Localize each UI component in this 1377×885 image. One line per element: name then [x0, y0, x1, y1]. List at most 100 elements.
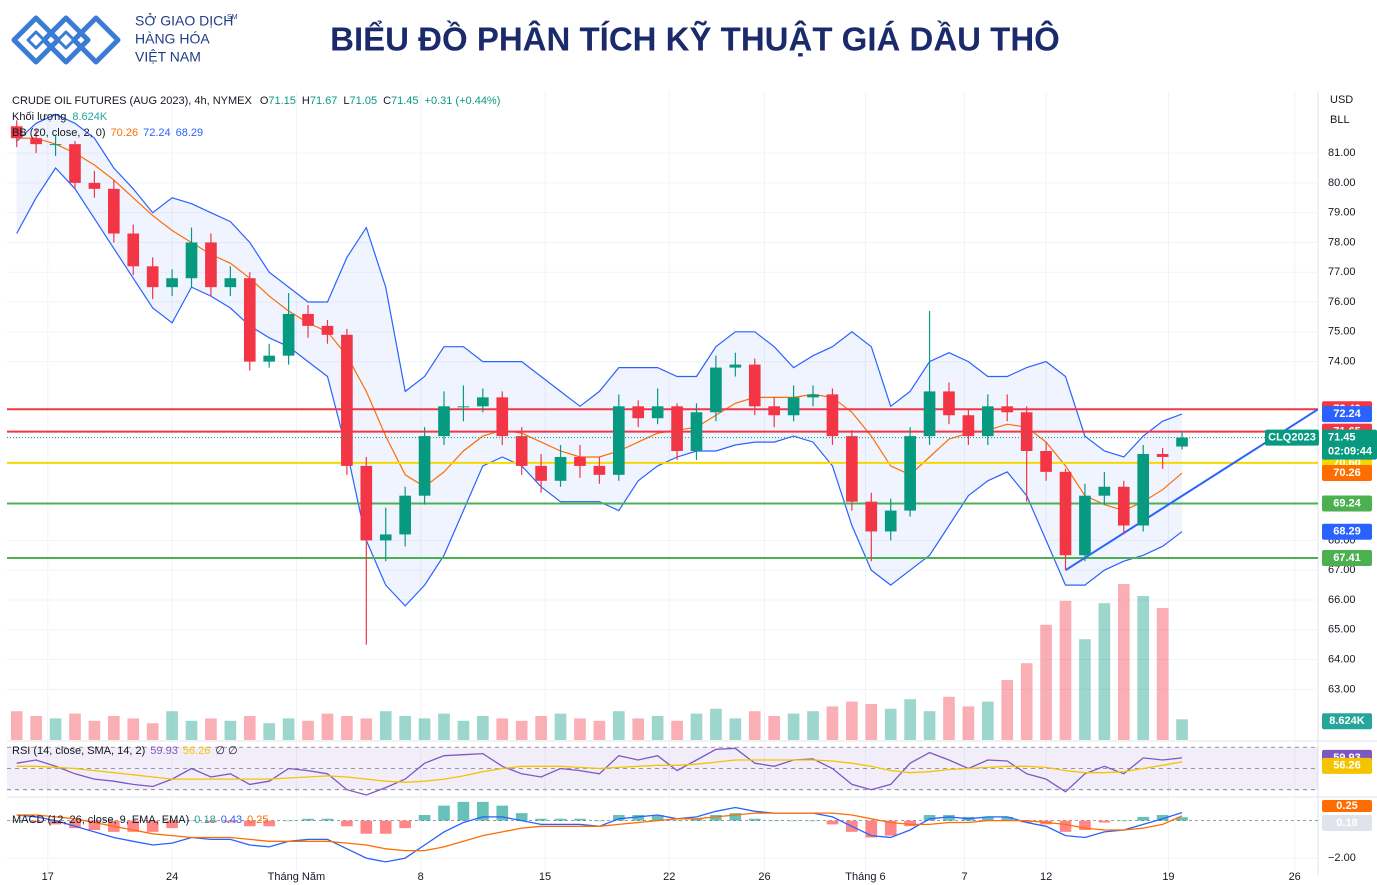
volume-bar: [224, 720, 237, 740]
macd-histogram-bar: [1156, 815, 1169, 821]
volume-bar: [107, 716, 120, 740]
candle-body: [943, 391, 955, 416]
legend-item: BB (20, close, 2, 0): [12, 127, 106, 139]
candle-body: [477, 397, 489, 407]
macd-histogram-bar: [943, 815, 955, 821]
logo-mark: SM: [227, 14, 238, 21]
volume-bar: [1117, 584, 1130, 740]
legend-item: 70.26: [111, 127, 139, 139]
macd-histogram-bar: [1079, 820, 1091, 830]
candle-body: [438, 406, 450, 437]
candle-body: [1001, 406, 1014, 413]
macd-badge: 0.25: [1336, 800, 1357, 812]
rsi-badge: 56.26: [1333, 760, 1361, 772]
volume-bar: [593, 720, 606, 740]
y-tick-label: 64.00: [1328, 653, 1356, 665]
level-badge: 67.41: [1333, 552, 1361, 564]
legend-item: Khối lượng: [12, 111, 66, 123]
candle-body: [282, 313, 295, 356]
candle-body: [418, 436, 431, 496]
macd-histogram-bar: [243, 820, 256, 827]
legend-item: +0.31 (+0.44%): [425, 95, 501, 107]
candle-body: [923, 391, 936, 437]
volume-bar: [923, 711, 936, 740]
macd-histogram-bar: [554, 818, 567, 821]
candle-body: [1079, 495, 1091, 556]
candle-body: [1176, 437, 1188, 447]
candle-body: [1156, 453, 1169, 457]
volume-bar: [612, 711, 625, 740]
candle-body: [302, 313, 314, 326]
macd-histogram-bar: [399, 820, 411, 829]
candle-body: [399, 495, 411, 535]
macd-histogram-bar: [224, 820, 237, 823]
logo-shape: [26, 30, 76, 50]
logo-text: HÀNG HÓA: [135, 31, 210, 47]
candle-body: [807, 394, 819, 398]
macd-histogram-bar: [1001, 816, 1014, 821]
volume-bar: [690, 713, 703, 740]
volume-bar: [127, 718, 140, 740]
logo-shape: [71, 15, 121, 65]
volume-bar: [30, 716, 42, 740]
volume-bar: [807, 711, 819, 740]
macd-histogram-bar: [438, 805, 450, 821]
y-tick-label: 79.00: [1328, 207, 1356, 219]
candle-body: [535, 465, 547, 481]
x-tick-label: 12: [1040, 871, 1052, 883]
volume-bar: [146, 723, 159, 740]
x-tick-label: 19: [1162, 871, 1174, 883]
legend-item: 56.26: [183, 745, 211, 757]
volume-bar: [1176, 719, 1188, 740]
macd-histogram-bar: [593, 820, 606, 822]
macd-histogram-bar: [1117, 820, 1130, 822]
candle-body: [768, 406, 781, 416]
bb-basis-badge-bg: [1322, 465, 1372, 482]
volume-bar: [535, 716, 547, 740]
macd-histogram-bar: [1098, 820, 1111, 823]
candle-body: [88, 182, 101, 189]
legend-item: ∅ ∅: [215, 745, 237, 757]
y-tick-label: 76.00: [1328, 296, 1356, 308]
volume-bar: [243, 716, 256, 740]
x-tick-label: 22: [663, 871, 675, 883]
legend-item: C: [383, 95, 391, 107]
volume-bar: [1020, 663, 1033, 740]
macd-histogram-bar: [10, 820, 23, 822]
y-tick-label: 80.00: [1328, 177, 1356, 189]
candle-body: [69, 144, 81, 183]
legend-item: 72.24: [143, 127, 171, 139]
candle-body: [748, 364, 761, 407]
countdown: 02:09:44: [1328, 446, 1373, 458]
y-tick-label: 66.00: [1328, 594, 1356, 606]
y-tick-label: 65.00: [1328, 624, 1356, 636]
candle-body: [30, 138, 42, 145]
macd-histogram-bar: [360, 820, 373, 834]
candle-body: [574, 456, 586, 466]
bb-upper-badge: 72.24: [1333, 408, 1361, 420]
y-tick-label: 63.00: [1328, 683, 1356, 695]
volume-bar: [496, 718, 509, 740]
macd-histogram-bar: [690, 818, 703, 821]
x-tick-label: 24: [166, 871, 178, 883]
volume-bar: [166, 711, 178, 740]
candle-body: [865, 501, 878, 532]
legend: BB (20, close, 2, 0) 70.26 72.24 68.29: [12, 127, 203, 139]
bb-lower-badge-bg: [1322, 523, 1372, 540]
x-tick-label: 17: [42, 871, 54, 883]
y-tick-label: 74.00: [1328, 356, 1356, 368]
candle-body: [1117, 486, 1130, 526]
candle-body: [263, 355, 276, 362]
macd-histogram-bar: [768, 820, 781, 822]
macd-histogram-bar: [710, 815, 722, 821]
macd-histogram-bar: [671, 820, 683, 822]
candle-body: [612, 406, 625, 475]
volume-bar: [826, 706, 839, 740]
symbol-badge-bg: [1265, 429, 1319, 446]
volume-bar: [1079, 639, 1091, 740]
macd-histogram-bar: [321, 818, 334, 821]
x-tick-label: 8: [418, 871, 424, 883]
candle-body: [1059, 471, 1072, 556]
